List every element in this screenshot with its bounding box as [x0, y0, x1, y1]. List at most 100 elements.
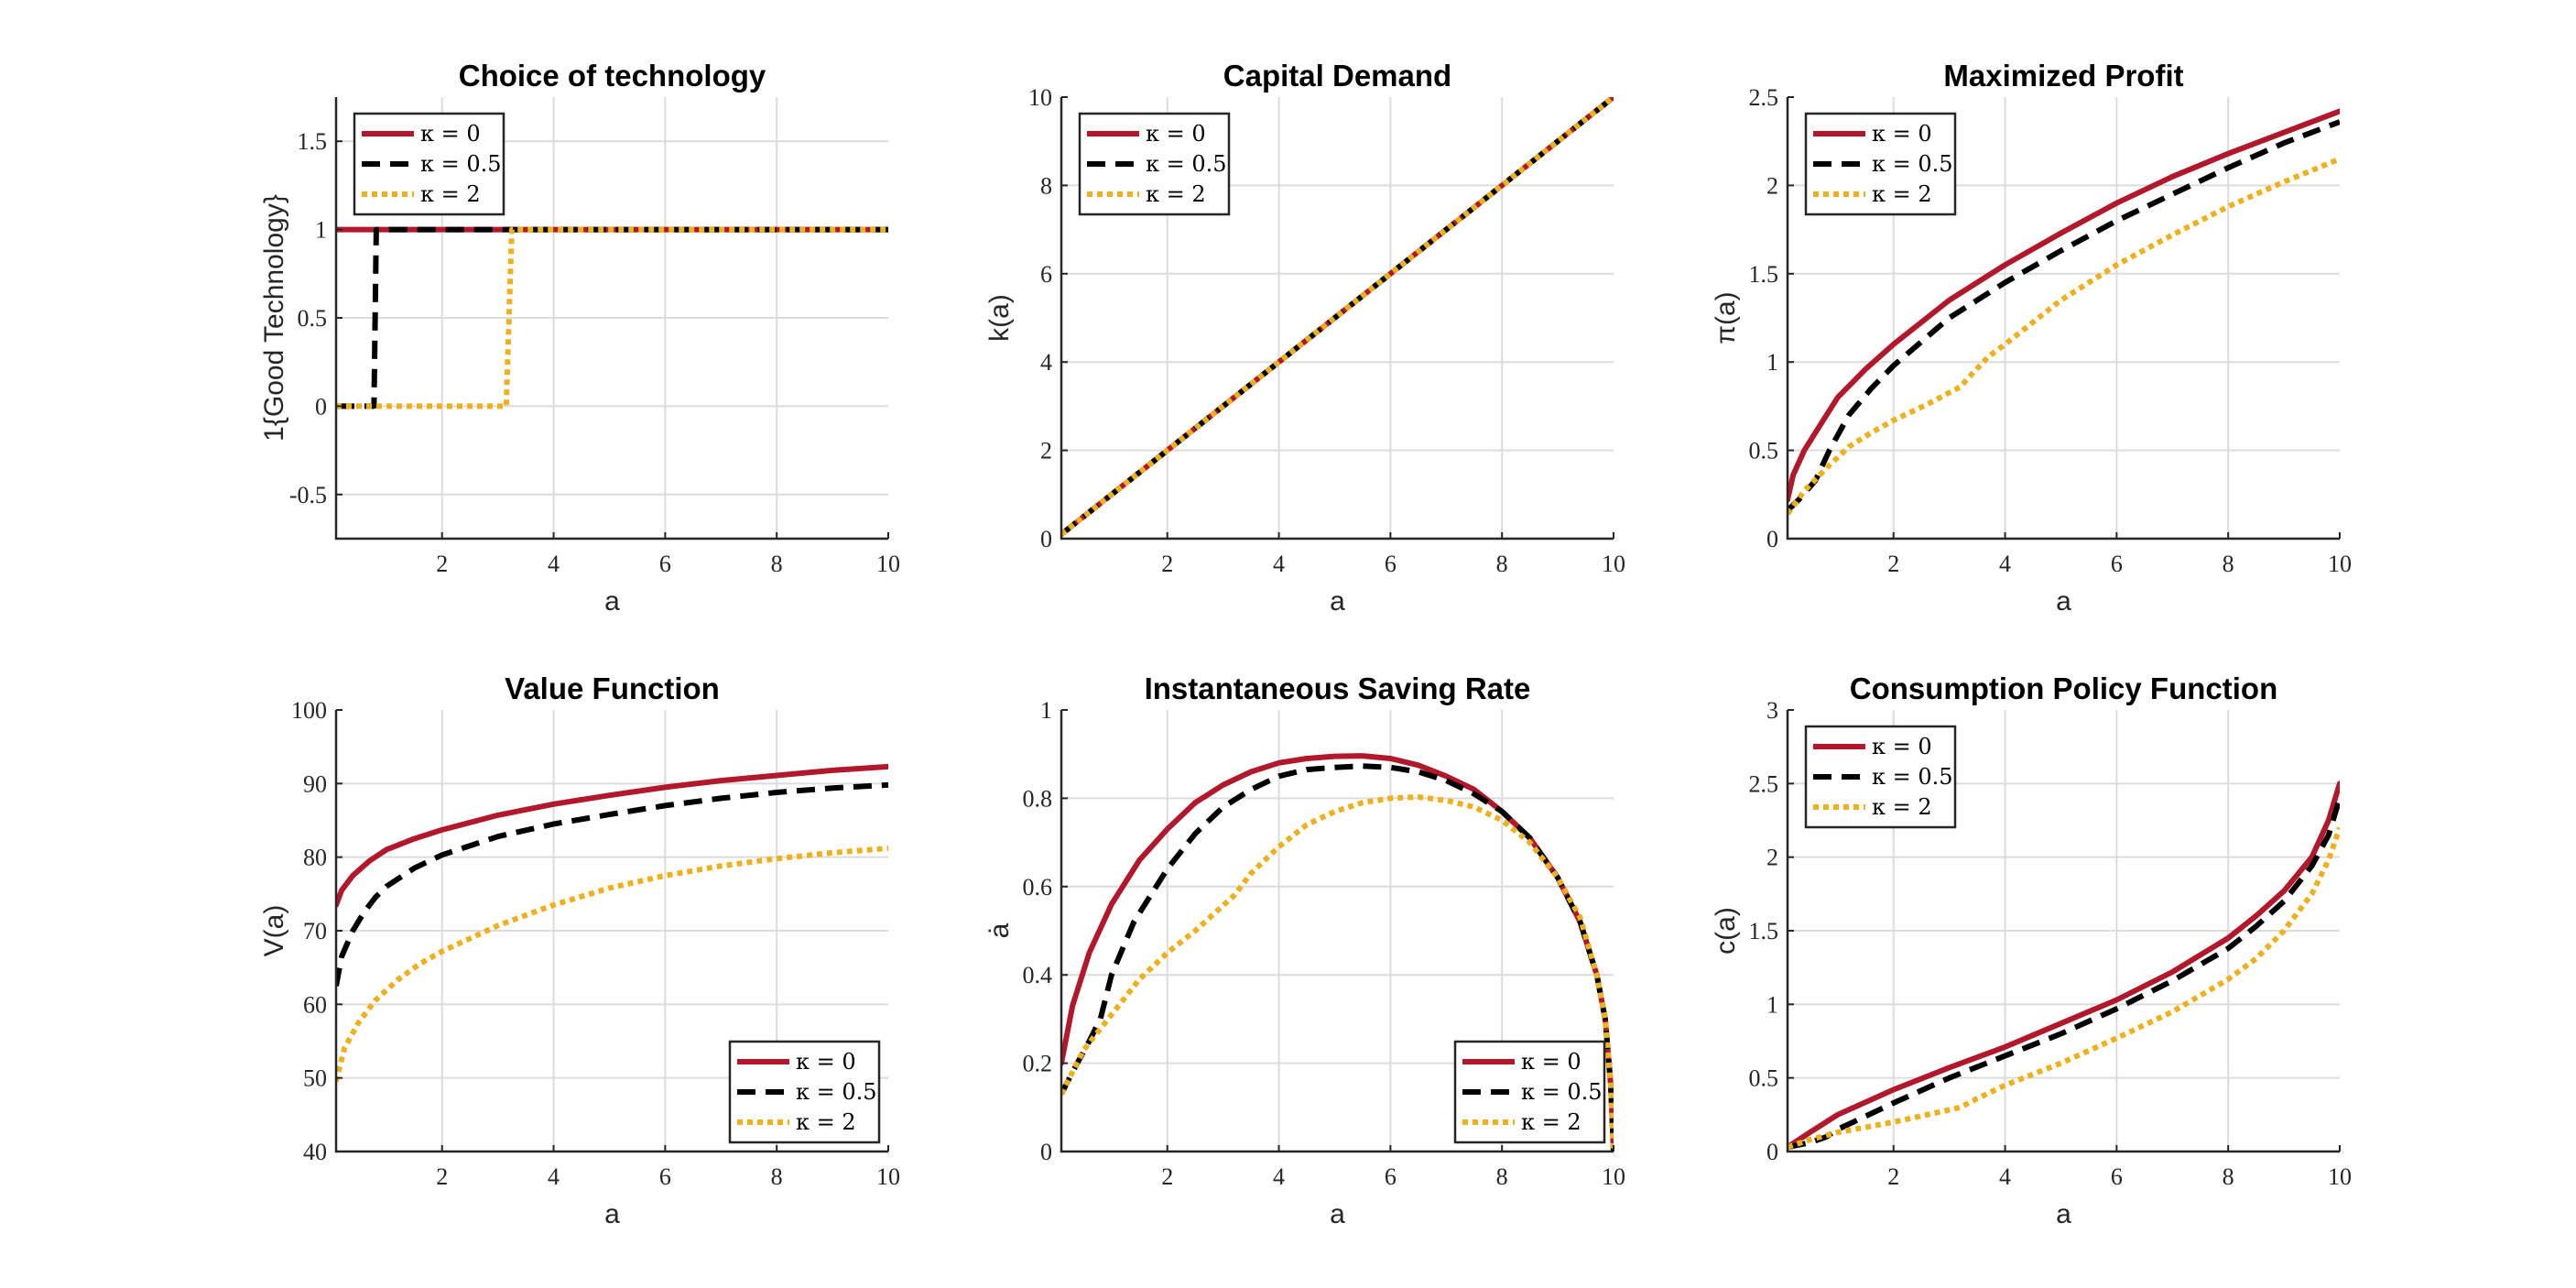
y-tick-label: 100	[291, 697, 327, 724]
y-tick-label: 6	[1040, 261, 1052, 288]
x-tick-label: 2	[1887, 551, 1899, 577]
x-tick-label: 2	[1161, 551, 1173, 577]
y-tick-label: 1	[315, 217, 327, 244]
y-tick-label: 60	[303, 991, 327, 1018]
x-axis-label: a	[1330, 586, 1345, 617]
legend-label: κ = 2	[1146, 181, 1206, 207]
x-axis-label: a	[2056, 1199, 2071, 1229]
legend-label: κ = 2	[420, 181, 481, 207]
chart-consumption: 2 4 6 8 10 0 0.5 1 1.5 2 2.5 3 Consumption Policy Fu…	[1711, 671, 2352, 1229]
series-line-1	[1788, 119, 2340, 513]
x-tick-label: 4	[1999, 1163, 2011, 1190]
x-tick-label: 10	[876, 551, 900, 577]
y-tick-label: 0.5	[1749, 438, 1779, 464]
series-line-2	[336, 226, 888, 409]
legend-label: κ = 0.5	[1521, 1079, 1603, 1105]
x-tick-label: 2	[436, 551, 448, 577]
y-tick-label: 0	[1040, 1139, 1052, 1165]
series-group	[336, 226, 888, 409]
series-group	[336, 763, 888, 1083]
x-tick-label: 10	[2328, 1163, 2352, 1190]
series-line-0	[336, 763, 888, 908]
x-axis-label: a	[604, 586, 620, 617]
y-tick-label: 40	[303, 1139, 327, 1165]
chart-title: Value Function	[505, 671, 720, 705]
legend-label: κ = 2	[1872, 794, 1932, 820]
y-tick-label: 8	[1040, 172, 1052, 199]
series-line-1	[336, 781, 888, 987]
series-group	[1061, 97, 1614, 538]
series-line-2	[1788, 826, 2340, 1151]
x-tick-label: 6	[659, 1163, 671, 1190]
chart-value: 2 4 6 8 10 40 50 60 70 80 90 100 Value Function a V(a)…	[259, 671, 900, 1229]
x-tick-label: 10	[1602, 551, 1625, 577]
series-line-2	[1788, 156, 2340, 516]
x-tick-label: 6	[1385, 551, 1397, 577]
x-tick-label: 8	[771, 551, 783, 577]
x-tick-label: 10	[1602, 1163, 1625, 1190]
series-group	[1788, 108, 2340, 516]
legend: κ = 0 κ = 0.5 κ = 2	[353, 112, 505, 216]
legend: κ = 0 κ = 0.5 κ = 2	[1804, 725, 1957, 829]
x-tick-label: 8	[771, 1163, 783, 1190]
series-line-0	[1788, 108, 2340, 503]
legend-label: κ = 0	[1146, 121, 1206, 147]
series-group	[1788, 780, 2340, 1151]
y-tick-label: 80	[303, 845, 327, 871]
x-tick-label: 4	[1273, 1163, 1285, 1190]
x-tick-label: 8	[2223, 1163, 2234, 1190]
legend: κ = 0 κ = 0.5 κ = 2	[1078, 112, 1231, 216]
series-line-0	[1788, 780, 2340, 1151]
x-axis-label: a	[2056, 586, 2071, 617]
y-axis-label: 1{Good Technology}	[259, 194, 289, 442]
x-tick-label: 2	[1161, 1163, 1173, 1190]
legend-label: κ = 2	[1521, 1109, 1581, 1135]
x-axis-label: a	[1330, 1199, 1345, 1229]
x-tick-label: 10	[876, 1163, 900, 1190]
chart-title: Instantaneous Saving Rate	[1145, 671, 1531, 705]
y-tick-label: 0	[1766, 1139, 1778, 1165]
y-tick-label: 1	[1766, 991, 1778, 1018]
x-tick-label: 6	[2111, 1163, 2123, 1190]
y-tick-label: 1.5	[1749, 261, 1779, 288]
y-tick-label: 70	[303, 918, 327, 944]
legend-label: κ = 0	[1872, 734, 1932, 759]
series-line-2	[1061, 97, 1614, 537]
x-tick-label: 6	[659, 551, 671, 577]
legend-label: κ = 0.5	[1146, 151, 1227, 177]
x-tick-label: 6	[2111, 551, 2123, 577]
y-tick-label: 2	[1766, 172, 1778, 199]
chart-title: Consumption Policy Function	[1850, 671, 2277, 705]
legend-label: κ = 0	[1521, 1049, 1581, 1075]
legend-box	[1804, 112, 1957, 216]
y-tick-label: 0.5	[1749, 1065, 1779, 1092]
series-group	[1061, 753, 1614, 1152]
x-tick-label: 6	[1385, 1163, 1397, 1190]
series-line-1	[1061, 97, 1614, 537]
y-tick-label: 0	[1040, 526, 1052, 552]
legend-label: κ = 0.5	[796, 1079, 877, 1105]
y-tick-label: 2	[1040, 438, 1052, 464]
y-tick-label: 0.8	[1023, 785, 1053, 812]
x-tick-label: 4	[548, 1163, 560, 1190]
y-tick-label: 4	[1040, 349, 1052, 376]
y-tick-label: 1	[1040, 697, 1052, 724]
x-tick-label: 8	[1496, 551, 1508, 577]
series-line-1	[1788, 797, 2340, 1151]
x-tick-label: 2	[436, 1163, 448, 1190]
chart-tech: 2 4 6 8 10 -0.5 0 0.5 1 1.5 Choice of technology a 1…	[259, 59, 900, 617]
legend-label: κ = 2	[796, 1109, 856, 1135]
series-line-2	[1061, 794, 1614, 1152]
x-axis-label: a	[604, 1199, 620, 1229]
chart-title: Capital Demand	[1223, 59, 1451, 93]
legend-label: κ = 0.5	[420, 151, 502, 177]
legend-label: κ = 0	[420, 121, 481, 147]
y-tick-label: 0.2	[1023, 1051, 1053, 1077]
y-axis-label: k(a)	[984, 294, 1015, 342]
y-tick-label: 1	[1766, 349, 1778, 376]
y-tick-label: 2	[1766, 845, 1778, 871]
x-tick-label: 4	[548, 551, 560, 577]
y-tick-label: 90	[303, 770, 327, 797]
